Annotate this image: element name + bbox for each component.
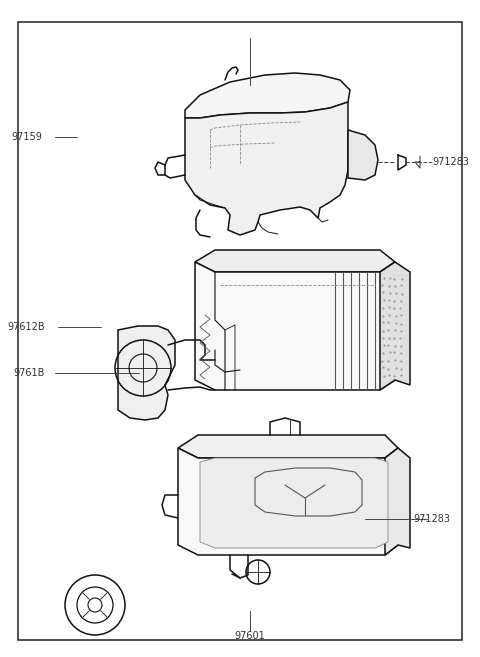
- Polygon shape: [185, 102, 348, 235]
- Polygon shape: [195, 250, 395, 272]
- Polygon shape: [178, 448, 398, 555]
- Polygon shape: [348, 130, 378, 180]
- Polygon shape: [178, 435, 398, 458]
- Polygon shape: [185, 73, 350, 118]
- Text: 97601: 97601: [234, 631, 265, 641]
- Text: 97159: 97159: [11, 131, 42, 142]
- Text: 971283: 971283: [413, 514, 451, 524]
- Text: 97612B: 97612B: [8, 321, 45, 332]
- Polygon shape: [380, 262, 410, 390]
- Polygon shape: [385, 448, 410, 555]
- Text: 9761B: 9761B: [13, 368, 45, 378]
- Polygon shape: [200, 458, 388, 548]
- Polygon shape: [118, 326, 175, 420]
- Text: 971283: 971283: [432, 157, 469, 167]
- Polygon shape: [195, 262, 395, 390]
